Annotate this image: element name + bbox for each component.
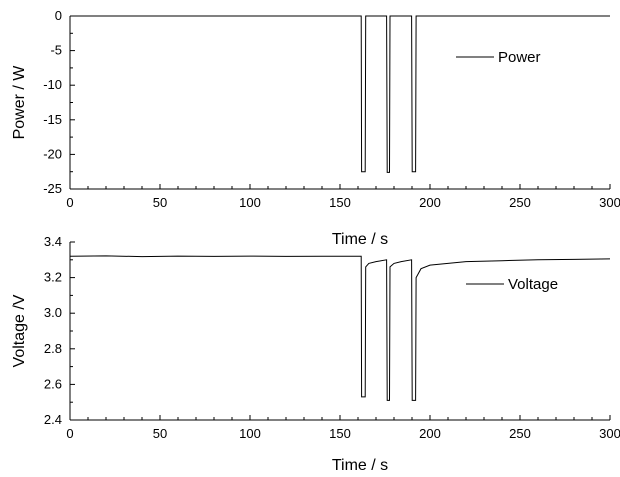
x-tick-label: 250 <box>509 426 531 441</box>
x-tick-label: 200 <box>419 426 441 441</box>
x-tick-label: 0 <box>66 195 73 210</box>
y-tick-label: -10 <box>43 77 62 92</box>
series-line-power <box>70 15 610 173</box>
y-tick-label: -20 <box>43 146 62 161</box>
y-tick-label: 0 <box>55 8 62 23</box>
x-tick-label: 50 <box>153 195 167 210</box>
y-tick-label: -5 <box>50 43 62 58</box>
y-axis-title: Voltage /V <box>11 294 28 367</box>
y-tick-label: 3.4 <box>44 234 62 249</box>
x-tick-label: 150 <box>329 426 351 441</box>
chart-panel-voltage: 0 50 100 150 200 250 300 3.4 3.2 3.0 2.8 2.6 2.4 Time… <box>11 234 620 474</box>
chart-panel-power: 0 50 100 150 200 250 300 0 -5 -10 -15 -20 -25 Time / … <box>11 8 620 248</box>
x-tick-label: 250 <box>509 195 531 210</box>
x-tick-label: 0 <box>66 426 73 441</box>
y-tick-label: 2.4 <box>44 412 62 427</box>
y-tick-label: 2.8 <box>44 341 62 356</box>
x-tick-label: 100 <box>239 195 261 210</box>
series-line-voltage <box>69 255 611 401</box>
y-tick-label: 3.0 <box>44 305 62 320</box>
x-tick-label: 150 <box>329 195 351 210</box>
y-axis-title: Power / W <box>11 65 28 140</box>
y-tick-label: -25 <box>43 181 62 196</box>
x-tick-label: 300 <box>599 195 620 210</box>
y-tick-label: -15 <box>43 112 62 127</box>
x-axis-title: Time / s <box>332 231 388 248</box>
x-tick-label: 50 <box>153 426 167 441</box>
legend-label-power: Power <box>498 49 541 66</box>
y-tick-label: 2.6 <box>44 376 62 391</box>
y-tick-label: 3.2 <box>44 270 62 285</box>
x-axis-title: Time / s <box>332 457 388 474</box>
x-tick-label: 100 <box>239 426 261 441</box>
legend-label-voltage: Voltage <box>508 276 558 293</box>
x-tick-label: 200 <box>419 195 441 210</box>
x-tick-label: 300 <box>599 426 620 441</box>
